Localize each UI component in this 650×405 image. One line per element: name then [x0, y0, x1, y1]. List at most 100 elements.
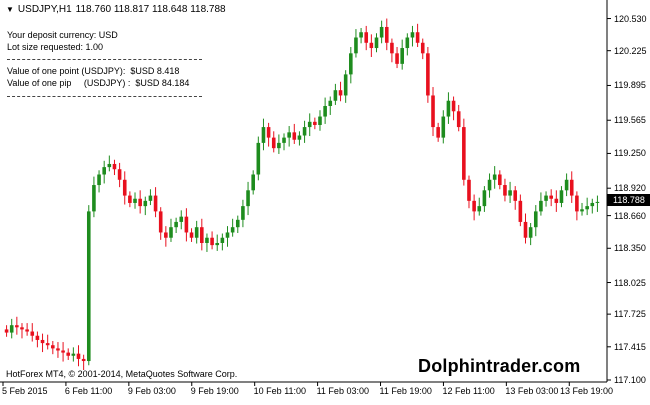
candle-body[interactable] [97, 174, 101, 186]
candle-body[interactable] [451, 100, 456, 112]
candle-body[interactable] [92, 185, 96, 212]
candle-body[interactable] [585, 206, 589, 210]
candle-body[interactable] [472, 200, 476, 212]
candle-body[interactable] [194, 227, 199, 238]
candle-body[interactable] [30, 331, 35, 336]
candle-body[interactable] [215, 243, 220, 246]
candle-body[interactable] [349, 53, 353, 75]
candle-body[interactable] [528, 227, 533, 238]
candle-body[interactable] [81, 358, 86, 362]
candle-body[interactable] [400, 48, 404, 64]
candle-body[interactable] [467, 179, 471, 201]
candle-body[interactable] [554, 198, 559, 203]
candle-body[interactable] [575, 195, 579, 212]
candle-body[interactable] [158, 211, 163, 233]
candle-body[interactable] [112, 163, 117, 170]
candle-body[interactable] [66, 352, 71, 356]
candle-body[interactable] [184, 216, 189, 233]
candle-body[interactable] [426, 53, 430, 96]
candle-body[interactable] [395, 53, 399, 64]
candle-body[interactable] [595, 201, 600, 203]
candle-body[interactable] [508, 190, 512, 196]
candle-body[interactable] [117, 169, 122, 180]
candle-body[interactable] [374, 37, 379, 49]
candle-body[interactable] [148, 195, 153, 201]
candle-body[interactable] [210, 237, 214, 246]
candle-body[interactable] [503, 185, 507, 196]
candle-body[interactable] [569, 179, 574, 196]
candle-body[interactable] [384, 26, 389, 43]
candle-body[interactable] [9, 325, 14, 333]
candle-body[interactable] [302, 127, 307, 136]
candle-body[interactable] [235, 219, 240, 228]
candle-body[interactable] [35, 335, 40, 340]
candle-body[interactable] [153, 195, 158, 212]
candle-body[interactable] [462, 127, 466, 180]
candle-body[interactable] [225, 232, 230, 238]
candle-body[interactable] [379, 26, 384, 38]
candle-body[interactable] [277, 142, 281, 149]
candle-body[interactable] [333, 90, 338, 101]
candle-body[interactable] [220, 237, 225, 244]
candle-body[interactable] [492, 174, 497, 180]
candle-body[interactable] [205, 237, 209, 244]
candle-body[interactable] [369, 42, 374, 49]
candle-body[interactable] [107, 163, 112, 168]
candle-body[interactable] [318, 116, 322, 125]
candle-body[interactable] [456, 111, 461, 128]
candle-body[interactable] [359, 32, 363, 38]
candle-body[interactable] [420, 42, 425, 54]
candle-body[interactable] [436, 127, 440, 138]
candle-body[interactable] [282, 137, 286, 143]
candle-body[interactable] [313, 121, 317, 125]
candle-body[interactable] [544, 195, 548, 201]
candle-body[interactable] [45, 343, 50, 346]
candle-body[interactable] [441, 116, 446, 138]
candle-body[interactable] [518, 200, 523, 222]
candle-body[interactable] [174, 221, 178, 228]
candle-body[interactable] [564, 179, 569, 191]
candle-body[interactable] [200, 227, 204, 244]
candle-body[interactable] [323, 106, 327, 117]
candle-body[interactable] [51, 345, 55, 349]
candle-body[interactable] [122, 179, 127, 196]
candle-body[interactable] [539, 200, 543, 212]
candle-body[interactable] [580, 209, 584, 212]
candle-body[interactable] [343, 74, 348, 96]
candle-body[interactable] [189, 232, 194, 238]
candle-body[interactable] [61, 350, 65, 353]
candle-body[interactable] [256, 142, 261, 175]
candle-body[interactable] [549, 195, 553, 199]
candle-body[interactable] [446, 100, 451, 117]
candle-body[interactable] [266, 127, 271, 138]
candle-body[interactable] [328, 100, 333, 107]
candle-body[interactable] [477, 206, 482, 212]
candle-body[interactable] [338, 90, 343, 96]
candle-body[interactable] [40, 339, 45, 344]
candle-body[interactable] [559, 190, 564, 203]
candle-body[interactable] [25, 329, 29, 332]
candle-body[interactable] [128, 195, 132, 203]
candle-body[interactable] [261, 127, 266, 143]
candle-body[interactable] [86, 211, 91, 362]
candle-body[interactable] [482, 190, 487, 207]
candle-body[interactable] [364, 32, 369, 43]
candle-body[interactable] [415, 32, 420, 43]
candle-body[interactable] [138, 198, 142, 207]
candle-body[interactable] [431, 95, 435, 128]
candle-body[interactable] [20, 327, 24, 330]
candle-body[interactable] [143, 200, 148, 207]
candle-body[interactable] [354, 37, 358, 54]
candle-body[interactable] [297, 135, 302, 140]
candle-body[interactable] [102, 167, 106, 175]
candle-body[interactable] [76, 353, 81, 359]
candle-body[interactable] [164, 232, 168, 238]
candle-body[interactable] [4, 329, 9, 333]
candle-body[interactable] [292, 132, 297, 140]
candle-body[interactable] [241, 206, 245, 220]
candle-body[interactable] [179, 216, 184, 222]
candle-body[interactable] [287, 132, 291, 138]
candle-body[interactable] [590, 202, 595, 207]
candle-body[interactable] [405, 37, 410, 49]
